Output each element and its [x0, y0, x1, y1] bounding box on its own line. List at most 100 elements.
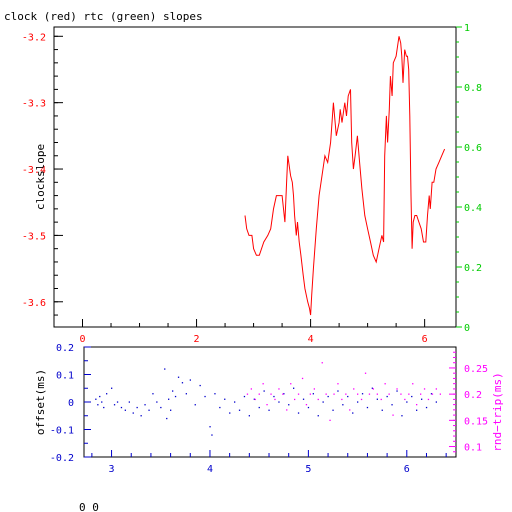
offset-point [209, 426, 211, 428]
offset-point [111, 387, 113, 389]
offset-point [273, 395, 275, 398]
rndtrip-point [349, 409, 351, 411]
offset-point [204, 395, 206, 398]
top-ytick-label: -3.3 [22, 99, 46, 110]
offset-point [361, 393, 364, 395]
top-y2tick-label: 0 [464, 323, 470, 334]
offset-point [185, 393, 187, 395]
rndtrip-point [439, 393, 441, 395]
top-xtick-label: 4 [308, 334, 314, 345]
offset-point [238, 409, 241, 411]
offset-point [278, 401, 280, 403]
offset-point [172, 390, 174, 392]
offset-point [164, 368, 166, 370]
top-ytick-label: -3.2 [22, 32, 46, 43]
offset-point [166, 417, 168, 420]
offset-point [312, 393, 314, 395]
offset-point [194, 404, 196, 406]
offset-point [421, 398, 423, 400]
rndtrip-point [278, 388, 280, 390]
bottom-plot: -0.2 -0.1 0 0.1 0.2 0.1 0.15 0.2 0.25 3 4 5 6 offs… [34, 343, 504, 475]
offset-point [430, 393, 433, 395]
offset-point [199, 384, 201, 387]
rndtrip-point [297, 393, 300, 395]
rndtrip-point [317, 398, 319, 401]
top-y2tick-label: 0.8 [464, 83, 482, 94]
top-xtick-label: 0 [79, 334, 85, 345]
rndtrip-point [412, 383, 414, 385]
offset-point [263, 390, 265, 392]
top-x-axis: 0 2 4 6 [79, 319, 428, 345]
offset-point [234, 401, 236, 403]
rndtrip-point [420, 393, 422, 395]
offset-point [128, 401, 130, 403]
top-ytick-label: -3.5 [22, 231, 46, 242]
offset-point [99, 395, 101, 398]
footer-readout: 0 0 [79, 501, 99, 512]
offset-point [332, 409, 334, 411]
offset-point [366, 406, 369, 409]
rndtrip-point [321, 362, 323, 364]
rndtrip-point [427, 398, 430, 401]
offset-point [95, 398, 97, 400]
top-xtick-label: 6 [422, 334, 428, 345]
bottom-y2tick-label: 0.1 [464, 443, 482, 454]
bottom-ytick-label: -0.2 [50, 453, 74, 464]
bottom-xtick-label: 6 [404, 464, 410, 475]
bottom-y2label: rnd−trip(ms) [491, 372, 504, 451]
offset-point [401, 415, 403, 417]
rndtrip-point [380, 398, 382, 401]
rndtrip-point [274, 398, 276, 401]
offset-point [396, 390, 398, 392]
rndtrip-point [329, 419, 331, 421]
offset-point [224, 398, 226, 400]
rndtrip-point [337, 383, 339, 385]
bottom-xtick-label: 3 [109, 464, 115, 475]
rndtrip-point [262, 383, 264, 385]
rndtrip-point [372, 388, 374, 390]
rndtrip-point [282, 393, 284, 395]
rndtrip-point [286, 409, 288, 411]
offset-point [214, 393, 216, 395]
top-y2tick-label: 0.4 [464, 203, 482, 214]
offset-point [211, 434, 213, 436]
rndtrip-point [258, 393, 260, 395]
bottom-ylabel: offset(ms) [34, 369, 47, 435]
offset-point [411, 395, 413, 398]
bottom-x-axis: 3 4 5 6 [91, 450, 447, 475]
top-y2-axis: 0 0.2 0.4 0.6 0.8 1 [456, 23, 482, 334]
top-ylabel: clockslope [34, 144, 47, 210]
clock-line [244, 36, 446, 316]
offset-point [386, 395, 388, 398]
rndtrip-point [376, 393, 378, 395]
offset-point [347, 395, 349, 398]
rndtrip-point [294, 398, 296, 401]
top-y2tick-label: 0.2 [464, 263, 482, 274]
offset-point [136, 406, 138, 409]
offset-point [293, 387, 295, 389]
offset-point [337, 390, 339, 392]
offset-point [106, 393, 108, 395]
offset-point [416, 409, 418, 411]
offset-point [140, 415, 142, 417]
offset-point [120, 406, 123, 409]
rndtrip-point [333, 393, 335, 395]
bottom-xtick-label: 4 [207, 464, 213, 475]
bottom-y2tick-label: 0.15 [464, 416, 488, 427]
offset-point [406, 401, 408, 403]
rndtrip-point [341, 398, 343, 401]
bottom-ytick-label: 0.2 [56, 343, 74, 354]
rndtrip-point [368, 393, 371, 395]
rndtrip-point [246, 393, 249, 395]
offset-point [357, 401, 359, 403]
rndtrip-point [313, 388, 315, 390]
bottom-y-axis: -0.2 -0.1 0 0.1 0.2 [50, 343, 91, 464]
rndtrip-point [423, 388, 426, 390]
bottom-y2-axis: 0.1 0.15 0.2 0.25 [449, 351, 488, 454]
bottom-ytick-label: 0 [68, 398, 74, 409]
offset-point [297, 412, 300, 414]
offset-point [174, 395, 177, 398]
rndtrip-point [431, 393, 434, 395]
bottom-y2tick-label: 0.2 [464, 390, 482, 401]
offset-point [327, 395, 329, 398]
